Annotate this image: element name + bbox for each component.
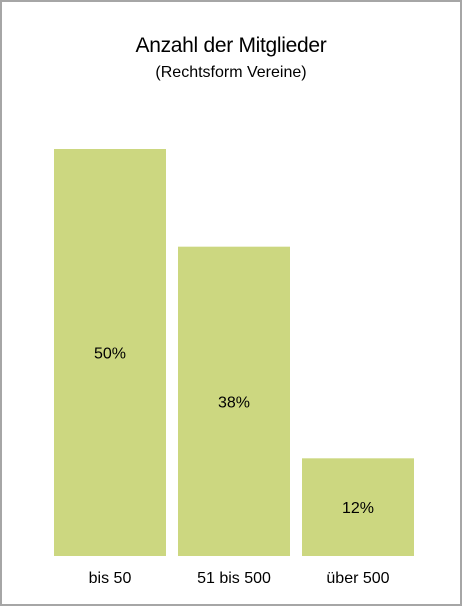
data-label-3: 12% <box>342 500 374 517</box>
bar-3 <box>302 458 414 556</box>
bar-1 <box>54 149 166 556</box>
data-label-1: 50% <box>94 346 126 363</box>
category-label-3: über 500 <box>326 570 389 587</box>
chart-title: Anzahl der Mitglieder <box>135 34 327 57</box>
category-label-1: bis 50 <box>89 570 132 587</box>
bar-2 <box>178 246 290 556</box>
data-label-2: 38% <box>218 394 250 411</box>
category-label-2: 51 bis 500 <box>197 570 271 587</box>
chart-subtitle: (Rechtsform Vereine) <box>155 64 307 81</box>
